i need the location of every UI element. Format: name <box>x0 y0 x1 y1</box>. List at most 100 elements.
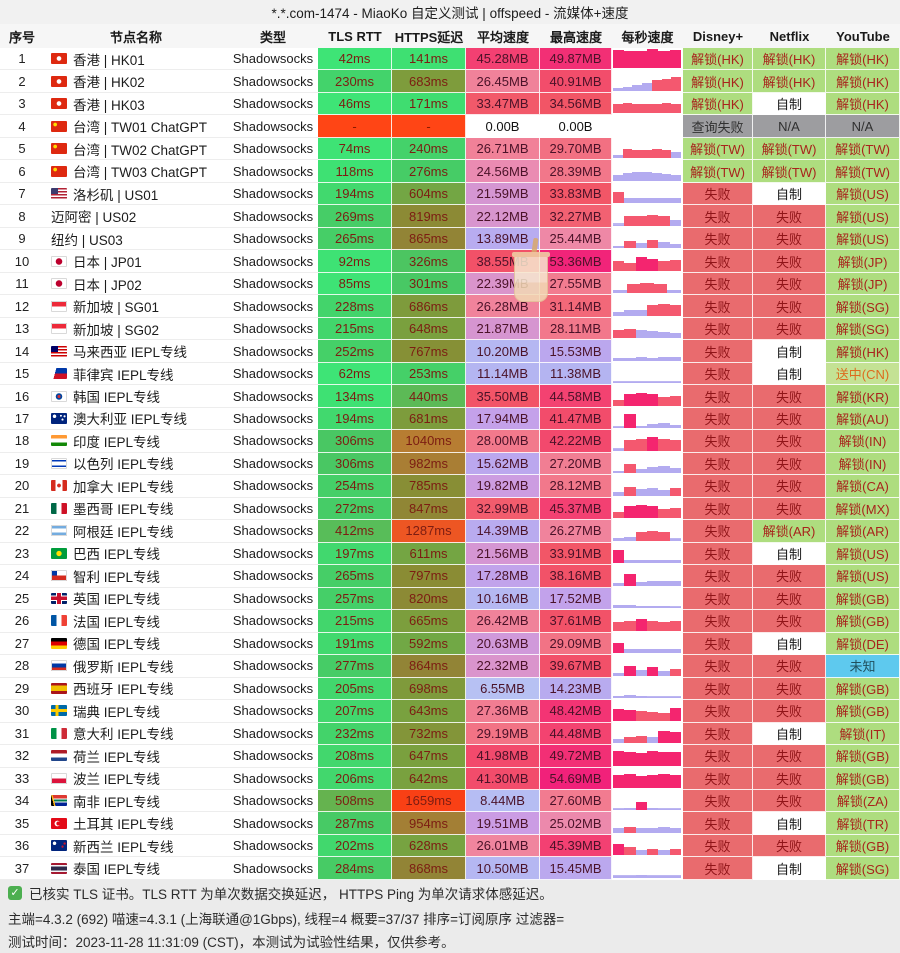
https-latency-cell: 276ms <box>392 160 466 183</box>
netflix-cell: 失败 <box>753 700 826 723</box>
tls-rtt-cell: 85ms <box>318 272 392 296</box>
disney-cell: 失败 <box>683 407 753 431</box>
node-name-label: 意大利 IEPL专线 <box>73 727 174 743</box>
flag-sg-icon <box>51 323 67 335</box>
avg-speed-cell: 10.50MB <box>466 857 540 880</box>
disney-cell: 失败 <box>683 789 753 813</box>
max-speed-cell: 15.45MB <box>540 857 612 880</box>
protocol-type: Shadowsocks <box>228 70 318 93</box>
node-name: 新加坡 | SG01 <box>44 295 228 318</box>
protocol-type: Shadowsocks <box>228 498 318 521</box>
node-name: 澳大利亚 IEPL专线 <box>44 408 228 431</box>
per-second-speed-chart <box>612 588 683 611</box>
protocol-type: Shadowsocks <box>228 385 318 408</box>
flag-sg-icon <box>51 300 67 312</box>
node-name-label: 俄罗斯 IEPL专线 <box>73 659 174 675</box>
tls-rtt-cell: 257ms <box>318 587 392 611</box>
node-name: 智利 IEPL专线 <box>44 565 228 588</box>
tls-rtt-cell: 306ms <box>318 430 392 453</box>
disney-cell: 失败 <box>683 205 753 228</box>
avg-speed-cell: 15.62MB <box>466 452 540 476</box>
netflix-cell: 解锁(HK) <box>753 70 826 93</box>
max-speed-cell: 15.53MB <box>540 340 612 363</box>
https-latency-cell: 665ms <box>392 610 466 633</box>
footer-note-line: ✓ 已核实 TLS 证书。TLS RTT 为单次数据交换延迟， HTTPS Pi… <box>0 880 900 906</box>
https-latency-cell: 785ms <box>392 475 466 498</box>
https-latency-cell: 1659ms <box>392 789 466 813</box>
col-header-youtube: YouTube <box>836 28 890 44</box>
protocol-type: Shadowsocks <box>228 430 318 453</box>
netflix-cell: 自制 <box>753 857 826 880</box>
table-row: 12 新加坡 | SG01 Shadowsocks 228ms 686ms 26.28MB… <box>0 295 900 318</box>
tls-rtt-cell: 134ms <box>318 385 392 408</box>
node-name: 阿根廷 IEPL专线 <box>44 520 228 543</box>
max-speed-cell: 54.69MB <box>540 767 612 790</box>
per-second-speed-chart <box>612 273 683 296</box>
flag-br-icon <box>51 547 67 559</box>
flag-de-icon <box>51 637 67 649</box>
flag-cn-icon <box>51 143 67 155</box>
avg-speed-cell: 24.56MB <box>466 160 540 183</box>
report-title: *.*.com-1474 - MiaoKo 自定义测试 | offspeed -… <box>0 0 900 24</box>
disney-cell: 失败 <box>683 250 753 273</box>
table-row: 21 墨西哥 IEPL专线 Shadowsocks 272ms 847ms 32.99MB… <box>0 497 900 521</box>
speed-bars <box>613 274 681 294</box>
avg-speed-cell: 35.50MB <box>466 385 540 408</box>
tls-rtt-cell: 118ms <box>318 160 392 183</box>
row-index: 3 <box>0 93 44 116</box>
speed-bars <box>613 634 681 654</box>
avg-speed-cell: 8.44MB <box>466 789 540 813</box>
node-name: 印度 IEPL专线 <box>44 430 228 453</box>
avg-speed-cell: 14.39MB <box>466 520 540 543</box>
node-name-label: 新加坡 | SG02 <box>73 322 160 338</box>
avg-speed-cell: 28.00MB <box>466 430 540 453</box>
speed-bars <box>613 589 681 609</box>
disney-cell: 失败 <box>683 655 753 678</box>
avg-speed-cell: 26.45MB <box>466 70 540 93</box>
disney-cell: 解锁(HK) <box>683 48 753 71</box>
table-row: 5 台湾 | TW02 ChatGPT Shadowsocks 74ms 240ms 26… <box>0 137 900 161</box>
protocol-type: Shadowsocks <box>228 588 318 611</box>
per-second-speed-chart <box>612 857 683 880</box>
speed-bars <box>613 94 682 114</box>
protocol-type: Shadowsocks <box>228 93 318 116</box>
flag-pl-icon <box>51 772 67 784</box>
node-name-label: 土耳其 IEPL专线 <box>73 817 174 833</box>
node-name-label: 法国 IEPL专线 <box>73 614 161 630</box>
tls-rtt-cell: 194ms <box>318 407 392 431</box>
node-name-label: 日本 | JP02 <box>73 277 142 293</box>
node-name: 新西兰 IEPL专线 <box>44 835 228 858</box>
avg-speed-cell: 27.36MB <box>466 700 540 723</box>
table-row: 9 纽约 | US03 Shadowsocks 265ms 865ms 13.89MB 25… <box>0 227 900 251</box>
youtube-cell: 解锁(TW) <box>826 160 900 183</box>
node-name-label: 韩国 IEPL专线 <box>73 390 161 405</box>
node-name: 西班牙 IEPL专线 <box>44 678 228 701</box>
youtube-cell: 解锁(AU) <box>826 407 900 431</box>
row-index: 36 <box>0 835 44 858</box>
speed-bars <box>613 656 681 676</box>
node-name-label: 台湾 | TW03 ChatGPT <box>73 165 208 181</box>
table-row: 27 德国 IEPL专线 Shadowsocks 191ms 592ms 20.63MB 2… <box>0 632 900 656</box>
node-name-label: 以色列 IEPL专线 <box>73 457 174 473</box>
netflix-cell: 自制 <box>753 92 826 116</box>
node-name-label: 纽约 | US03 <box>51 232 123 248</box>
youtube-cell: 解锁(SG) <box>826 317 900 341</box>
col-header-avg-speed: 平均速度 <box>476 29 529 45</box>
table-header-row: 序号 节点名称 类型 TLS RTT HTTPS延迟 平均速度 最高速度 每秒速… <box>0 24 900 48</box>
table-row: 15 菲律宾 IEPL专线 Shadowsocks 62ms 253ms 11.14MB 1… <box>0 362 900 386</box>
tls-rtt-cell: 42ms <box>318 48 392 71</box>
max-speed-cell: 45.37MB <box>540 497 612 521</box>
netflix-cell: 失败 <box>753 834 826 858</box>
tls-rtt-cell: 265ms <box>318 565 392 588</box>
per-second-speed-chart <box>612 295 683 318</box>
protocol-type: Shadowsocks <box>228 610 318 633</box>
per-second-speed-chart <box>612 453 683 476</box>
https-latency-cell: 819ms <box>392 205 466 228</box>
row-index: 31 <box>0 723 44 746</box>
speed-bars <box>613 499 681 519</box>
youtube-cell: 解锁(US) <box>826 205 900 228</box>
per-second-speed-chart <box>612 812 683 835</box>
table-row: 26 法国 IEPL专线 Shadowsocks 215ms 665ms 26.42MB 3… <box>0 610 900 633</box>
youtube-cell: 解锁(GB) <box>826 700 900 723</box>
